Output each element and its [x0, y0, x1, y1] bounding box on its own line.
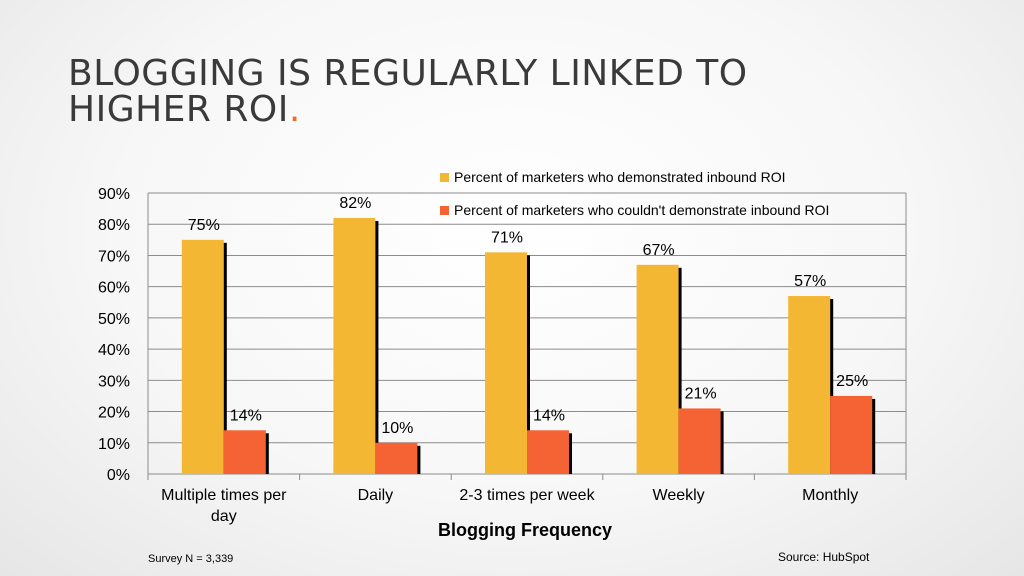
y-tick-label: 90% — [98, 186, 130, 203]
x-tick-label: Monthly — [802, 487, 858, 504]
y-tick-label: 30% — [98, 373, 130, 390]
x-tick-label: Daily — [358, 487, 394, 504]
legend-swatch-demonstrated — [440, 172, 449, 182]
bar-not-demonstrated — [223, 430, 266, 474]
bar-not-demonstrated — [375, 442, 418, 474]
data-label: 75% — [188, 217, 220, 234]
data-label: 10% — [381, 420, 413, 437]
x-tick-label: day — [211, 508, 237, 525]
legend-item-not-demonstrated: Percent of marketers who couldn't demons… — [440, 201, 829, 219]
bar-demonstrated — [636, 264, 679, 474]
title-line-2: HIGHER ROI — [68, 89, 289, 130]
y-tick-label: 10% — [98, 436, 130, 453]
bar-demonstrated — [333, 217, 376, 474]
data-label: 25% — [836, 373, 868, 390]
x-tick-label: Weekly — [653, 487, 705, 504]
page-title: BLOGGING IS REGULARLY LINKED TO HIGHER R… — [68, 56, 748, 128]
y-tick-label: 80% — [98, 217, 130, 234]
data-label: 57% — [794, 273, 826, 290]
data-label: 14% — [230, 407, 262, 424]
bar-not-demonstrated — [527, 430, 569, 474]
x-tick-label: Multiple times per — [161, 487, 287, 504]
source-note: Source: HubSpot — [778, 550, 870, 564]
chart-legend: Percent of marketers who demonstrated in… — [440, 168, 829, 234]
bar-demonstrated — [485, 252, 527, 474]
data-label: 82% — [339, 195, 371, 212]
y-tick-label: 0% — [107, 467, 130, 484]
x-axis-title: Blogging Frequency — [437, 520, 612, 540]
legend-label-demonstrated: Percent of marketers who demonstrated in… — [454, 169, 786, 185]
title-line-1: BLOGGING IS REGULARLY LINKED TO — [68, 53, 748, 94]
data-label: 21% — [685, 385, 717, 402]
bar-demonstrated — [181, 239, 224, 474]
legend-swatch-not-demonstrated — [440, 205, 449, 215]
data-label: 14% — [533, 407, 565, 424]
bar-demonstrated — [788, 296, 831, 474]
bar-not-demonstrated — [830, 395, 873, 474]
data-label: 67% — [643, 242, 675, 259]
y-tick-label: 40% — [98, 342, 130, 359]
x-tick-label: 2-3 times per week — [459, 487, 595, 504]
survey-footnote: Survey N = 3,339 — [148, 553, 234, 565]
title-dot: . — [288, 89, 301, 130]
legend-item-demonstrated: Percent of marketers who demonstrated in… — [440, 168, 829, 186]
y-tick-label: 20% — [98, 405, 130, 422]
y-tick-label: 60% — [98, 280, 130, 297]
legend-label-not-demonstrated: Percent of marketers who couldn't demons… — [454, 202, 830, 218]
y-tick-label: 70% — [98, 248, 130, 265]
bar-not-demonstrated — [678, 408, 721, 474]
data-label: 71% — [491, 229, 523, 246]
y-tick-label: 50% — [98, 311, 130, 328]
